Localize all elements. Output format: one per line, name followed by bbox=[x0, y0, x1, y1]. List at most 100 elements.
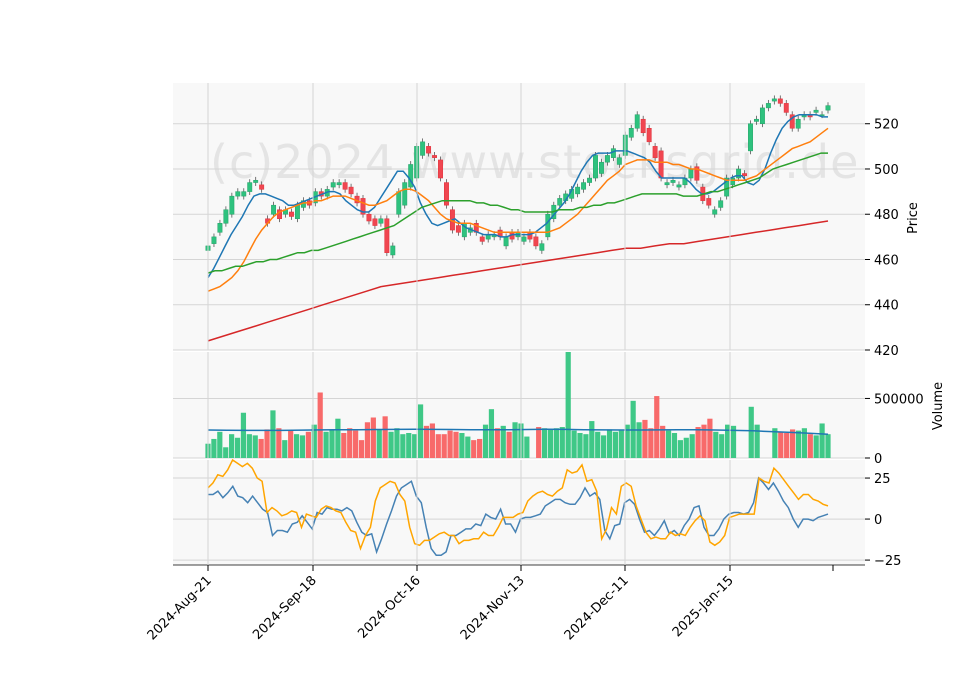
candle-up bbox=[420, 141, 426, 156]
candle-up bbox=[575, 186, 581, 195]
candle-up bbox=[587, 177, 592, 183]
volume-bar-down bbox=[358, 440, 365, 458]
watermark: (c)2024 www.stocksgrid.de bbox=[210, 135, 859, 189]
volume-bar-down bbox=[435, 434, 441, 458]
volume-bar-up bbox=[624, 424, 630, 458]
volume-bar-down bbox=[778, 431, 784, 458]
volume-panel: 0 500000 bbox=[173, 352, 924, 467]
candle-up bbox=[730, 177, 736, 186]
candle-down bbox=[432, 155, 437, 158]
volume-bar-up bbox=[211, 438, 217, 458]
volume-bar-up bbox=[412, 434, 418, 458]
volume-bar-up bbox=[754, 424, 760, 458]
candle-up bbox=[336, 182, 342, 186]
volume-bar-up bbox=[482, 424, 489, 458]
volume-bar-up bbox=[819, 423, 825, 458]
x-tick-label: 2025-Jan-15 bbox=[670, 573, 737, 640]
candle-up bbox=[229, 195, 235, 215]
candle-up bbox=[396, 191, 402, 215]
volume-bar-down bbox=[276, 428, 282, 458]
price-tick-label: 460 bbox=[874, 253, 899, 268]
candle-up bbox=[795, 118, 801, 129]
candle-down bbox=[640, 118, 646, 134]
volume-bar-down bbox=[317, 392, 323, 458]
volume-tick-label: 500000 bbox=[874, 392, 924, 407]
price-tick-label: 420 bbox=[874, 344, 899, 359]
candle-up bbox=[813, 109, 819, 113]
candle-down bbox=[372, 218, 378, 226]
candle-up bbox=[539, 243, 545, 251]
candle-up bbox=[616, 157, 622, 165]
volume-bar-down bbox=[807, 434, 813, 458]
volume-bar-up bbox=[677, 440, 683, 458]
candle-up bbox=[628, 128, 634, 138]
volume-bar-up bbox=[541, 428, 548, 458]
volume-bar-down bbox=[642, 419, 648, 458]
volume-bar-up bbox=[547, 429, 554, 458]
volume-bar-up bbox=[589, 421, 595, 458]
volume-bar-down bbox=[382, 416, 388, 458]
volume-bar-up bbox=[559, 427, 565, 458]
candle-up bbox=[712, 209, 718, 215]
candle-up bbox=[676, 184, 682, 188]
volume-bar-down bbox=[441, 434, 447, 458]
candle-up bbox=[604, 155, 610, 163]
candle-down bbox=[479, 236, 485, 242]
volume-bar-down bbox=[447, 430, 453, 458]
candle-down bbox=[658, 150, 664, 179]
volume-bar-down bbox=[506, 431, 512, 458]
volume-bar-up bbox=[689, 434, 695, 458]
candle-up bbox=[330, 182, 336, 188]
volume-bar-up bbox=[606, 429, 613, 458]
oscillator-tick-label: 25 bbox=[874, 472, 891, 487]
volume-bar-down bbox=[423, 425, 430, 458]
candle-down bbox=[783, 103, 789, 113]
volume-bar-up bbox=[795, 430, 802, 458]
volume-bar-down bbox=[471, 440, 477, 458]
price-tick-label: 440 bbox=[874, 299, 899, 314]
x-tick-label: 2024-Dec-11 bbox=[562, 573, 632, 643]
candle-down bbox=[652, 146, 658, 158]
volume-bar-up bbox=[512, 422, 518, 458]
volume-bar-down bbox=[264, 429, 270, 458]
volume-bar-up bbox=[813, 435, 819, 458]
candle-down bbox=[706, 198, 712, 206]
candle-up bbox=[223, 209, 229, 224]
candle-down bbox=[777, 98, 783, 104]
volume-bar-down bbox=[707, 418, 713, 458]
candle-down bbox=[455, 225, 461, 233]
volume-bar-down bbox=[305, 431, 311, 458]
volume-bar-up bbox=[223, 447, 229, 458]
volume-bar-up bbox=[595, 431, 601, 458]
candle-down bbox=[360, 198, 366, 215]
candle-up bbox=[736, 168, 742, 179]
price-tick-label: 520 bbox=[874, 118, 899, 133]
oscillator-panel: −25 0 25 bbox=[173, 458, 901, 569]
volume-bar-up bbox=[577, 432, 583, 458]
x-tick-label: 2024-Sep-18 bbox=[250, 573, 320, 643]
moving-average-line bbox=[207, 152, 828, 274]
volume-bar-up bbox=[329, 429, 335, 458]
volume-bar-up bbox=[299, 435, 306, 458]
candle-up bbox=[253, 180, 259, 183]
volume-bar-down bbox=[784, 432, 790, 458]
x-tick-label: 2024-Nov-13 bbox=[458, 573, 528, 643]
volume-axis-label: Volume bbox=[931, 382, 946, 430]
oscillator-line bbox=[207, 458, 829, 551]
volume-bar-down bbox=[429, 423, 435, 458]
price-axis-label: Price bbox=[906, 202, 921, 234]
volume-bar-down bbox=[648, 428, 654, 458]
volume-bar-down bbox=[695, 427, 701, 458]
volume-bar-up bbox=[571, 430, 577, 458]
candle-down bbox=[646, 128, 652, 143]
candle-up bbox=[825, 105, 831, 111]
volume-bar-up bbox=[612, 431, 619, 458]
price-panel: (c)2024 www.stocksgrid.de 420 440 460 480 500… bbox=[173, 83, 899, 359]
volume-average-line bbox=[207, 428, 829, 435]
volume-bar-up bbox=[730, 425, 737, 458]
volume-bar-up bbox=[234, 437, 241, 458]
candle-up bbox=[235, 191, 241, 197]
candle-down bbox=[694, 166, 700, 181]
